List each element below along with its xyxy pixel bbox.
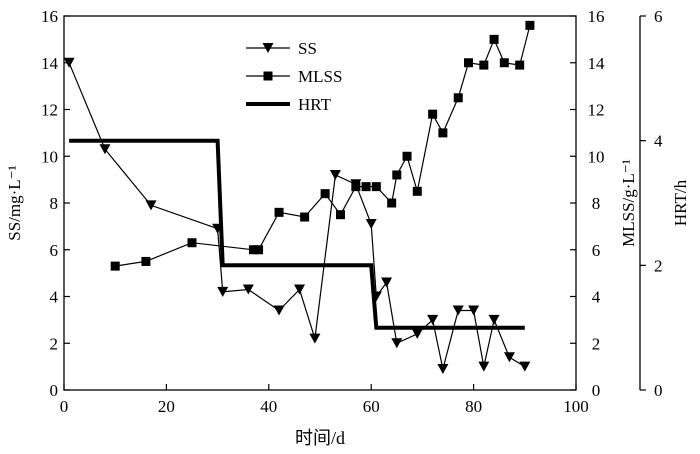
mlss-data-point xyxy=(110,261,120,271)
ss-data-point xyxy=(437,363,449,374)
mlss-data-point xyxy=(361,182,371,192)
ss-data-point xyxy=(411,328,423,339)
y-hrt-tick-label: 6 xyxy=(654,7,663,26)
x-tick-label: 40 xyxy=(260,397,277,416)
ss-data-point xyxy=(381,277,393,288)
ss-data-point xyxy=(519,361,531,372)
mlss-data-point xyxy=(515,60,525,70)
y-left-tick-label: 12 xyxy=(41,101,58,120)
y-hrt-tick-label: 4 xyxy=(654,132,663,151)
hrt-series-line xyxy=(69,138,525,330)
legend-ss-marker xyxy=(262,43,274,53)
mlss-data-point xyxy=(402,151,412,161)
y-axis-mlss-label: MLSS/g·L⁻¹ xyxy=(619,159,638,247)
mlss-data-point xyxy=(300,212,310,222)
ss-data-point xyxy=(478,361,490,372)
y-left-tick-label: 10 xyxy=(41,147,58,166)
x-tick-label: 20 xyxy=(158,397,175,416)
y-hrt-tick-label: 0 xyxy=(654,381,663,400)
mlss-data-point xyxy=(335,210,345,220)
ss-data-point xyxy=(294,284,306,295)
mlss-data-point xyxy=(351,182,361,192)
mlss-data-point xyxy=(187,238,197,248)
y-axis-left-label: SS/mg·L⁻¹ xyxy=(5,165,24,240)
legend-hrt-label: HRT xyxy=(298,95,332,114)
ss-data-point xyxy=(468,305,480,316)
x-axis-label: 时间/d xyxy=(295,428,345,448)
y-left-tick-label: 14 xyxy=(41,54,59,73)
legend-item-ss: SS xyxy=(246,39,317,58)
y-left-tick-label: 8 xyxy=(50,194,59,213)
y-left-tick-label: 2 xyxy=(50,334,59,353)
ss-data-point xyxy=(503,352,515,363)
ss-data-point xyxy=(427,314,439,325)
legend-item-hrt: HRT xyxy=(246,95,332,114)
ss-data-point xyxy=(99,144,111,155)
y-left-tick-label: 6 xyxy=(50,241,59,260)
y-mlss-tick-label: 2 xyxy=(592,334,601,353)
legend-ss-label: SS xyxy=(298,39,317,58)
mlss-data-point xyxy=(428,109,438,119)
legend-mlss-marker xyxy=(263,71,273,81)
y-mlss-tick-label: 14 xyxy=(588,54,606,73)
y-left-tick-label: 0 xyxy=(50,381,59,400)
series-group xyxy=(63,20,535,374)
mlss-data-point xyxy=(392,170,402,180)
ss-data-point xyxy=(488,314,500,325)
ss-data-point xyxy=(145,200,157,211)
y-mlss-tick-label: 16 xyxy=(588,7,605,26)
mlss-data-point xyxy=(438,128,448,138)
mlss-data-point xyxy=(479,60,489,70)
ss-series-line xyxy=(68,62,526,370)
ss-data-point xyxy=(452,305,464,316)
y-mlss-tick-label: 8 xyxy=(592,194,601,213)
y-mlss-tick-label: 6 xyxy=(592,241,601,260)
ss-data-point xyxy=(242,284,254,295)
mlss-data-point xyxy=(412,186,422,196)
mlss-data-point xyxy=(254,245,264,255)
mlss-data-point xyxy=(463,58,473,68)
y-left-tick-label: 4 xyxy=(50,288,59,307)
ss-data-point xyxy=(365,219,377,230)
mlss-data-point xyxy=(274,207,284,217)
legend-item-mlss: MLSS xyxy=(246,67,342,86)
y-mlss-tick-label: 0 xyxy=(592,381,601,400)
mlss-data-point xyxy=(453,93,463,103)
ss-data-point xyxy=(391,338,403,349)
ss-data-point xyxy=(63,57,75,68)
y-hrt-tick-label: 2 xyxy=(654,256,663,275)
ss-data-point xyxy=(217,286,229,297)
ss-data-point xyxy=(329,169,341,180)
mlss-data-point xyxy=(141,256,151,266)
mlss-data-point xyxy=(387,198,397,208)
x-tick-label: 80 xyxy=(465,397,482,416)
x-tick-label: 0 xyxy=(60,397,69,416)
mlss-data-point xyxy=(371,182,381,192)
x-tick-label: 100 xyxy=(563,397,589,416)
y-mlss-tick-label: 10 xyxy=(588,147,605,166)
ss-data-point xyxy=(309,333,321,344)
mlss-data-point xyxy=(320,189,330,199)
ss-data-point xyxy=(273,305,285,316)
mlss-data-point xyxy=(489,34,499,44)
x-tick-label: 60 xyxy=(363,397,380,416)
y-axis-hrt-label: HRT/h xyxy=(671,179,690,226)
legend: SS MLSS HRT xyxy=(246,39,342,114)
mlss-data-point xyxy=(525,20,535,30)
y-mlss-tick-label: 12 xyxy=(588,101,605,120)
mlss-data-point xyxy=(499,58,509,68)
ticks-group: 0 20 40 60 80 1000246810121416024681012141602… xyxy=(41,7,663,416)
y-mlss-tick-label: 4 xyxy=(592,288,601,307)
y-left-tick-label: 16 xyxy=(41,7,58,26)
legend-mlss-label: MLSS xyxy=(298,67,342,86)
mlss-data-point xyxy=(248,245,258,255)
